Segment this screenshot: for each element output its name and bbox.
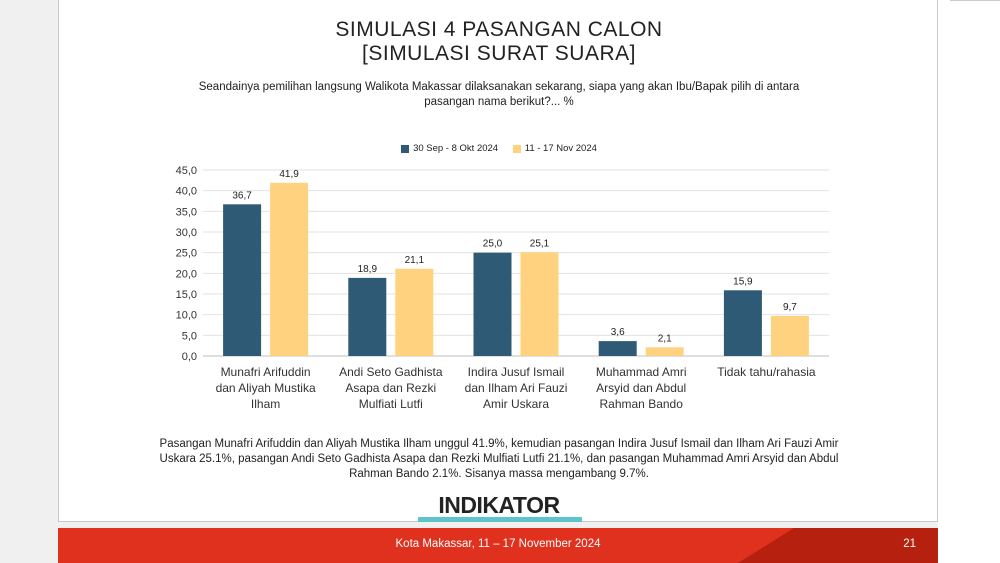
- data-label: 41,9: [279, 169, 299, 180]
- footer-text: Kota Makassar, 11 – 17 November 2024: [395, 538, 601, 550]
- x-category-label: Rahman Bando: [600, 397, 684, 411]
- data-label: 18,9: [358, 264, 378, 275]
- x-category-label: Amir Uskara: [483, 397, 549, 411]
- bar-series2: [270, 182, 309, 356]
- survey-question: Seandainya pemilihan langsung Walikota M…: [129, 80, 869, 110]
- summary-line: Rahman Bando 2.1%. Sisanya massa mengamb…: [349, 468, 649, 480]
- question-line: Seandainya pemilihan langsung Walikota M…: [198, 81, 800, 93]
- bar-series2: [770, 315, 809, 356]
- x-category-label: dan Aliyah Mustika: [216, 381, 316, 395]
- legend-item-series2: 11 - 17 Nov 2024: [512, 143, 597, 154]
- y-tick-label: 5,0: [182, 330, 197, 342]
- bar-series2: [645, 347, 684, 356]
- data-label: 3,6: [611, 327, 625, 338]
- question-line: pasangan nama berikut?... %: [424, 96, 574, 108]
- y-tick-label: 10,0: [176, 310, 197, 322]
- data-label: 9,7: [783, 302, 797, 313]
- x-category-label: dan Ilham Ari Fauzi: [465, 381, 568, 395]
- divider: [950, 0, 1000, 7]
- bar-series2: [520, 252, 559, 356]
- y-tick-label: 35,0: [176, 206, 197, 218]
- bar-series1: [473, 252, 512, 356]
- data-label: 21,1: [405, 255, 425, 266]
- x-category-label: Munafri Arifuddin: [221, 365, 311, 379]
- legend-label: 30 Sep - 8 Okt 2024: [413, 143, 499, 154]
- y-tick-label: 15,0: [176, 289, 197, 301]
- bar-series2: [395, 268, 434, 356]
- bar-series1: [223, 204, 262, 356]
- data-label: 15,9: [733, 276, 753, 287]
- y-tick-label: 30,0: [176, 227, 197, 239]
- footer-bar: Kota Makassar, 11 – 17 November 2024 21: [58, 528, 938, 563]
- side-panel: [938, 0, 1000, 563]
- summary-text: Pasangan Munafri Arifuddin dan Aliyah Mu…: [89, 437, 909, 482]
- x-category-label: Asapa dan Rezki: [345, 381, 436, 395]
- bar-series1: [348, 277, 387, 356]
- y-tick-label: 45,0: [176, 165, 197, 177]
- logo-accent-bar: [418, 517, 582, 522]
- y-tick-label: 20,0: [176, 268, 197, 280]
- slide: SIMULASI 4 PASANGAN CALON [SIMULASI SURA…: [58, 0, 938, 522]
- legend-swatch: [512, 144, 521, 153]
- indikator-logo: INDIKATOR: [438, 492, 560, 518]
- legend-item-series1: 30 Sep - 8 Okt 2024: [401, 143, 498, 154]
- x-category-label: Indira Jusuf Ismail: [468, 365, 565, 379]
- data-label: 25,1: [530, 238, 550, 249]
- slide-title: SIMULASI 4 PASANGAN CALON: [335, 18, 663, 41]
- bar-series1: [598, 341, 637, 356]
- data-label: 2,1: [658, 333, 672, 344]
- legend-swatch: [401, 144, 410, 153]
- data-label: 25,0: [483, 239, 503, 250]
- data-label: 36,7: [232, 190, 252, 201]
- y-tick-label: 40,0: [176, 186, 197, 198]
- y-tick-label: 25,0: [176, 248, 197, 260]
- summary-line: Pasangan Munafri Arifuddin dan Aliyah Mu…: [159, 438, 839, 450]
- x-category-label: Arsyid dan Abdul: [596, 381, 686, 395]
- x-category-label: Andi Seto Gadhista: [339, 365, 443, 379]
- x-category-label: Tidak tahu/rahasia: [717, 365, 816, 379]
- summary-line: Uskara 25.1%, pasangan Andi Seto Gadhist…: [159, 453, 839, 465]
- slide-subtitle: [SIMULASI SURAT SUARA]: [362, 42, 636, 65]
- legend-label: 11 - 17 Nov 2024: [524, 143, 597, 154]
- x-category-label: Muhammad Amri: [596, 365, 687, 379]
- page-number: 21: [903, 538, 916, 550]
- x-category-label: Ilham: [251, 397, 280, 411]
- y-tick-label: 0,0: [182, 351, 197, 363]
- chart-legend: 30 Sep - 8 Okt 2024 11 - 17 Nov 2024: [59, 143, 939, 156]
- bar-series1: [723, 290, 762, 356]
- bar-chart: 0,0 5,0 10,0 15,0 20,0 25,0 30,0 35,0 40,0 45,0 36…: [176, 165, 829, 411]
- x-category-label: Mulfiati Lutfi: [359, 397, 423, 411]
